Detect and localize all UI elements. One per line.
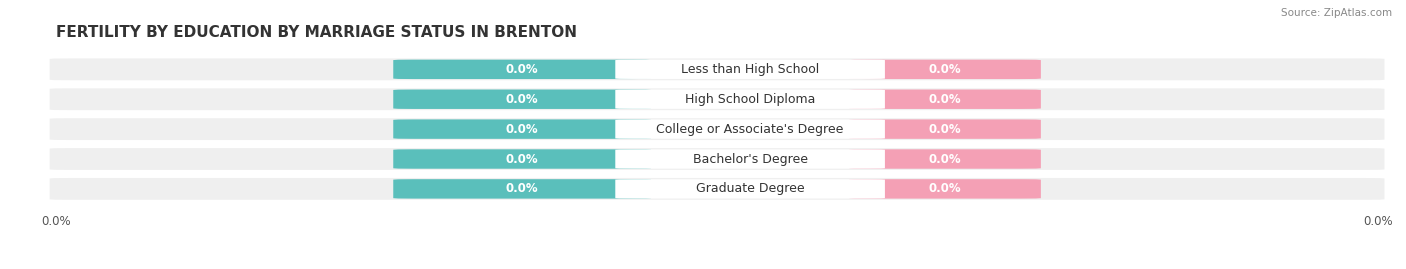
Text: 0.0%: 0.0%: [929, 123, 962, 136]
FancyBboxPatch shape: [394, 179, 651, 199]
Text: 0.0%: 0.0%: [506, 153, 538, 165]
Text: 0.0%: 0.0%: [506, 123, 538, 136]
FancyBboxPatch shape: [616, 149, 884, 169]
FancyBboxPatch shape: [394, 149, 651, 169]
FancyBboxPatch shape: [849, 119, 1040, 139]
FancyBboxPatch shape: [849, 90, 1040, 109]
FancyBboxPatch shape: [49, 148, 1385, 170]
Text: 0.0%: 0.0%: [506, 93, 538, 106]
FancyBboxPatch shape: [849, 60, 1040, 79]
Text: College or Associate's Degree: College or Associate's Degree: [657, 123, 844, 136]
FancyBboxPatch shape: [849, 149, 1040, 169]
FancyBboxPatch shape: [616, 179, 884, 199]
Text: 0.0%: 0.0%: [506, 63, 538, 76]
FancyBboxPatch shape: [616, 90, 884, 109]
Text: 0.0%: 0.0%: [929, 63, 962, 76]
Text: Bachelor's Degree: Bachelor's Degree: [693, 153, 807, 165]
FancyBboxPatch shape: [49, 118, 1385, 140]
FancyBboxPatch shape: [49, 58, 1385, 80]
FancyBboxPatch shape: [849, 179, 1040, 199]
FancyBboxPatch shape: [49, 178, 1385, 200]
Text: FERTILITY BY EDUCATION BY MARRIAGE STATUS IN BRENTON: FERTILITY BY EDUCATION BY MARRIAGE STATU…: [56, 25, 578, 40]
Text: High School Diploma: High School Diploma: [685, 93, 815, 106]
Text: 0.0%: 0.0%: [929, 153, 962, 165]
Text: Less than High School: Less than High School: [681, 63, 820, 76]
Text: 0.0%: 0.0%: [506, 182, 538, 195]
FancyBboxPatch shape: [394, 119, 651, 139]
FancyBboxPatch shape: [394, 60, 651, 79]
Text: 0.0%: 0.0%: [929, 182, 962, 195]
Text: Source: ZipAtlas.com: Source: ZipAtlas.com: [1281, 8, 1392, 18]
FancyBboxPatch shape: [49, 88, 1385, 110]
Text: Graduate Degree: Graduate Degree: [696, 182, 804, 195]
Text: 0.0%: 0.0%: [929, 93, 962, 106]
FancyBboxPatch shape: [616, 60, 884, 79]
FancyBboxPatch shape: [394, 90, 651, 109]
FancyBboxPatch shape: [616, 119, 884, 139]
